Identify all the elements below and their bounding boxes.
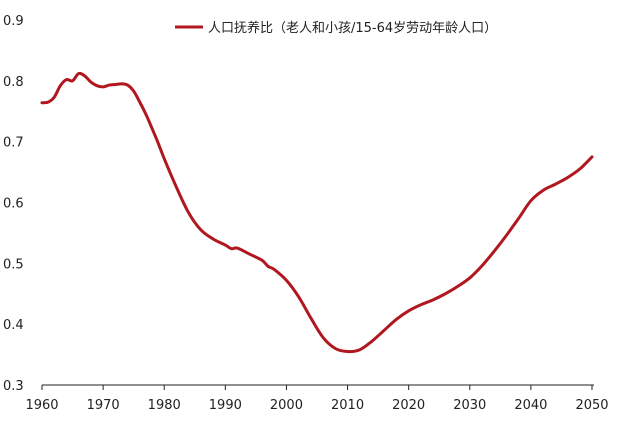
y-tick-label: 0.8 [3, 75, 24, 90]
y-tick-label: 0.7 [3, 136, 24, 151]
y-axis-ticks: 0.3 0.4 0.5 0.6 0.7 0.8 0.9 [3, 14, 24, 394]
legend-label: 人口抚养比（老人和小孩/15-64岁劳动年龄人口） [208, 20, 497, 36]
series-line [40, 71, 594, 354]
x-tick-label: 2040 [514, 398, 547, 413]
x-tick-label: 1970 [87, 398, 120, 413]
x-tick-label: 2000 [270, 398, 303, 413]
y-tick-label: 0.5 [3, 257, 24, 272]
y-tick-label: 0.9 [3, 14, 24, 29]
x-tick-label: 1960 [25, 398, 58, 413]
x-tick-label: 2030 [453, 398, 486, 413]
y-tick-label: 0.4 [3, 318, 24, 333]
x-tick-label: 2020 [392, 398, 425, 413]
x-axis-ticks: 1960 1970 1980 1990 2000 2010 2020 2030 2040 2050 [25, 385, 609, 413]
legend: 人口抚养比（老人和小孩/15-64岁劳动年龄人口） [175, 20, 497, 36]
x-tick-label: 1990 [209, 398, 242, 413]
x-tick-label: 2010 [331, 398, 364, 413]
y-tick-label: 0.3 [3, 379, 24, 394]
x-tick-label: 2050 [575, 398, 608, 413]
y-tick-label: 0.6 [3, 197, 24, 212]
x-tick-label: 1980 [148, 398, 181, 413]
series-layer [40, 71, 594, 354]
